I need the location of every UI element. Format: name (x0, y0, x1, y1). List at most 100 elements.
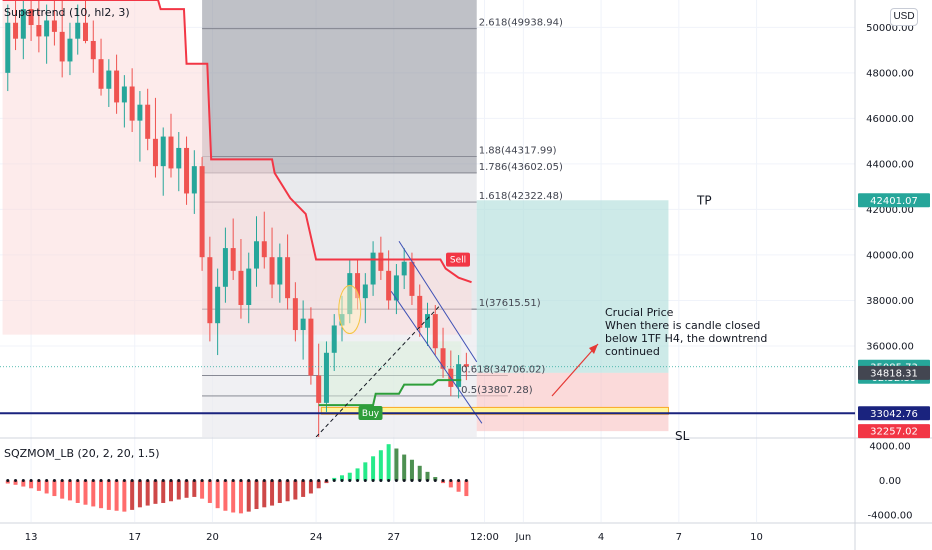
momentum-bar (21, 480, 26, 487)
fib-level-labels: 2.618(49938.94) 1.88(44317.99) 1.786(43602… (461, 18, 563, 396)
oscillator-tick-label: 4000.00 (869, 441, 910, 452)
momentum-bar (91, 480, 96, 507)
candle-body (246, 268, 252, 305)
squeeze-dot (363, 479, 367, 482)
momentum-bar (347, 472, 352, 481)
squeeze-dot (146, 479, 150, 482)
momentum-bar (371, 456, 376, 481)
momentum-bar (200, 480, 205, 499)
candle-body (129, 86, 135, 121)
price-and-time-axes[interactable]: 50000.0048000.0046000.0044000.0042000.00… (25, 23, 930, 543)
supertrend-bear-fill (2, 0, 472, 335)
sqzmom-legend[interactable]: SQZMOM_LB (20, 2, 20, 1.5) (4, 447, 160, 460)
momentum-bar (293, 480, 298, 500)
squeeze-dot (223, 479, 227, 482)
candle-body (191, 166, 197, 194)
squeeze-dot (410, 479, 414, 482)
candle-body (355, 273, 361, 299)
candle-body (106, 70, 112, 89)
squeeze-dot (255, 479, 258, 482)
momentum-bar (29, 480, 34, 489)
candle-body (36, 25, 42, 37)
squeeze-dot (394, 479, 398, 482)
momentum-bar (254, 480, 259, 510)
candle-body (316, 375, 322, 403)
oscillator-tick-label: -4000.00 (868, 511, 913, 522)
squeeze-dot (99, 479, 103, 482)
momentum-bar (262, 480, 267, 508)
candle-body (114, 70, 120, 103)
momentum-bar (67, 480, 72, 501)
channel-lower-line (390, 291, 483, 424)
squeeze-dot (161, 479, 165, 482)
squeeze-dot (340, 479, 344, 482)
candle-body (145, 104, 151, 139)
candle-body (5, 22, 11, 73)
drawings[interactable] (0, 0, 855, 437)
supertrend-legend[interactable]: Supertrend (10, hl2, 3) (4, 6, 130, 19)
candle-body (121, 86, 127, 103)
squeeze-dot (309, 479, 313, 482)
momentum-bar (386, 444, 391, 481)
momentum-bar (192, 480, 197, 497)
fib-level-label: 0.618(34706.02) (461, 364, 545, 375)
time-tick-label: 7 (676, 532, 682, 543)
candle-body (207, 257, 213, 324)
price-tick-label: 38000.00 (866, 296, 914, 307)
squeeze-dot (169, 479, 173, 482)
squeeze-dot (278, 479, 282, 482)
squeeze-momentum-histogram (5, 444, 469, 514)
price-tick-label: 36000.00 (866, 341, 914, 352)
squeeze-dot (21, 479, 25, 482)
candle-body (98, 59, 104, 89)
price-tick-label: 44000.00 (866, 159, 914, 170)
momentum-bar (5, 480, 10, 484)
candle-body (67, 38, 73, 62)
squeeze-dot (301, 479, 305, 482)
squeeze-dot (449, 479, 453, 482)
supertrend-bull-fill (318, 341, 462, 406)
candle-body (277, 257, 283, 285)
squeeze-dot (402, 479, 406, 482)
momentum-bar (363, 462, 368, 481)
momentum-bar (433, 477, 438, 481)
squeeze-dot (293, 479, 297, 482)
long-position-tool[interactable] (320, 200, 669, 432)
candle-body (463, 364, 469, 367)
momentum-bar (145, 480, 150, 506)
currency-button[interactable]: USD (890, 8, 918, 26)
candle-body (238, 270, 244, 305)
candle-body (432, 314, 438, 349)
time-tick-label: 27 (387, 532, 400, 543)
momentum-bar (340, 475, 344, 481)
squeeze-dot (387, 479, 391, 482)
candle-body (300, 318, 306, 331)
squeeze-dot (177, 479, 181, 482)
price-tick-label: 40000.00 (866, 250, 914, 261)
momentum-bar (378, 450, 383, 481)
fib-level-label: 1.618(42322.48) (479, 191, 563, 202)
time-tick-label: Jun (515, 532, 532, 543)
momentum-bar (425, 471, 430, 481)
time-tick-label: 13 (25, 532, 38, 543)
price-label-text: 34818.31 (870, 368, 918, 379)
squeeze-dot (317, 479, 321, 482)
tp-label: TP (696, 193, 712, 207)
squeeze-dot (84, 479, 87, 482)
momentum-bar (52, 480, 57, 497)
fib-level-label: 1(37615.51) (479, 298, 541, 309)
price-label-tag (858, 406, 930, 421)
candle-body (393, 275, 399, 301)
momentum-bar (238, 480, 243, 514)
squeeze-dot (457, 479, 461, 482)
candle-body (386, 270, 392, 301)
squeeze-dot (441, 479, 445, 482)
momentum-bar (456, 480, 461, 492)
candle-body (160, 136, 166, 167)
squeeze-dot (426, 479, 429, 482)
momentum-bar (99, 480, 104, 509)
squeeze-dot (68, 479, 72, 482)
candle-body (440, 348, 446, 369)
candle-body (90, 40, 96, 60)
